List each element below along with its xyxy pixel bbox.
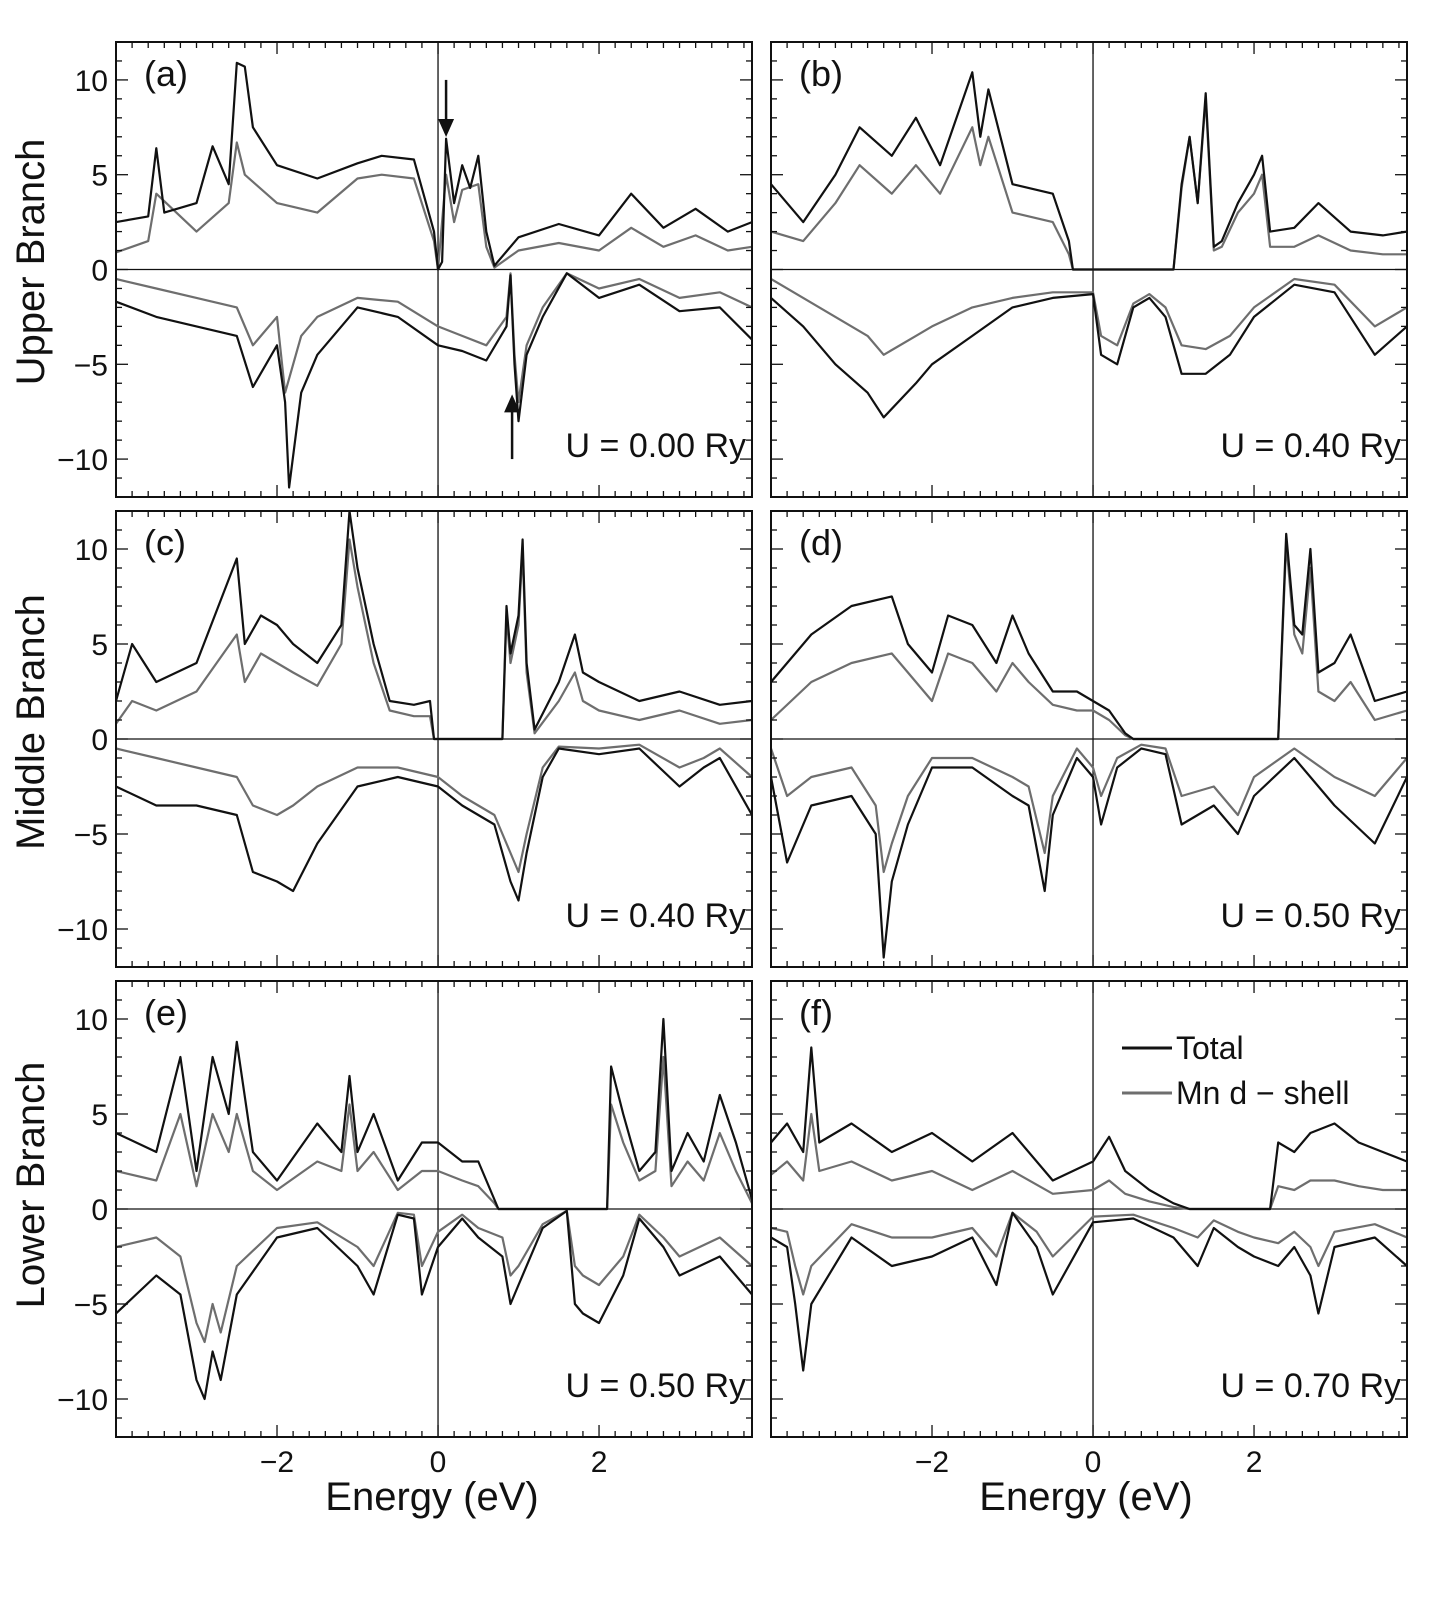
mnd-up-line-f (771, 1112, 1407, 1211)
mnd-down-line-b (771, 277, 1407, 356)
total-down-line-a (116, 272, 752, 489)
y-tick-label: −10 (57, 914, 108, 947)
panel-f: −2 0 2 (f) U = 0.70 Ry (770, 980, 1408, 1479)
total-down-line-f (771, 1211, 1407, 1372)
panel-letter-e: (e) (144, 992, 188, 1033)
row-title-middle: Middle Branch (9, 594, 53, 850)
y-tick-label: 5 (91, 1099, 108, 1132)
y-tick-label: 10 (75, 534, 108, 567)
mnd-up-line-e (116, 1055, 752, 1211)
panel-c: 10 5 0 −5 −10 (c) U = 0.40 Ry (57, 510, 753, 968)
y-tick-label: 5 (91, 160, 108, 193)
x-tick-label: −2 (260, 1446, 294, 1479)
arrow-annotation-up (504, 394, 521, 460)
total-up-line-d (771, 532, 1407, 741)
x-axis-title-right: Energy (eV) (979, 1475, 1192, 1519)
panel-letter-a: (a) (144, 53, 188, 94)
x-tick-label: 0 (430, 1446, 447, 1479)
u-value-label-a: U = 0.00 Ry (566, 427, 746, 465)
y-tick-label: 10 (75, 1004, 108, 1037)
y-tick-label: −5 (74, 1289, 108, 1322)
total-down-line-d (771, 747, 1407, 959)
panel-e: 10 5 0 −5 −10 −2 0 2 (e) U = 0.50 Ry (57, 980, 753, 1479)
total-up-line-a (116, 61, 752, 271)
x-tick-label: −2 (915, 1446, 949, 1479)
panel-letter-d: (d) (799, 522, 843, 563)
panel-a: 10 5 0 −5 −10 (a) U = 0.00 Ry (57, 41, 753, 498)
arrow-annotation-down (438, 79, 455, 137)
y-tick-label: 10 (75, 65, 108, 98)
mnd-down-line-f (771, 1211, 1407, 1296)
y-tick-label: 5 (91, 629, 108, 662)
series-group-c (116, 511, 752, 902)
row-title-lower: Lower Branch (9, 1062, 53, 1309)
x-tick-label: 2 (591, 1446, 608, 1479)
u-value-label-f: U = 0.70 Ry (1221, 1367, 1401, 1405)
mnd-up-line-b (771, 97, 1407, 271)
u-value-label-e: U = 0.50 Ry (566, 1367, 746, 1405)
mnd-up-line-d (771, 542, 1407, 741)
total-down-line-c (116, 747, 752, 902)
series-group-a (116, 61, 752, 489)
panel-d: (d) U = 0.50 Ry (770, 510, 1408, 968)
mnd-down-line-c (116, 743, 752, 874)
u-value-label-d: U = 0.50 Ry (1221, 897, 1401, 935)
total-up-line-b (771, 71, 1407, 271)
u-value-label-c: U = 0.40 Ry (566, 897, 746, 935)
panel-letter-c: (c) (144, 522, 186, 563)
y-tick-label: −5 (74, 819, 108, 852)
x-axis-title-left: Energy (eV) (325, 1475, 538, 1519)
y-tick-label: −5 (74, 349, 108, 382)
legend: Total Mn d − shell (1122, 1030, 1349, 1111)
mnd-down-line-a (116, 272, 752, 404)
total-down-line-e (116, 1209, 752, 1401)
legend-label-mnd: Mn d − shell (1176, 1075, 1349, 1111)
mnd-up-line-c (116, 538, 752, 741)
y-tick-label: −10 (57, 444, 108, 477)
u-value-label-b: U = 0.40 Ry (1221, 427, 1401, 465)
x-tick-label: 2 (1246, 1446, 1263, 1479)
total-up-line-c (116, 511, 752, 741)
panels-group: 10 5 0 −5 −10 (a) U = 0.00 Ry (b) U = 0.40 Ry 10 5… (57, 41, 1408, 1479)
total-up-line-e (116, 1017, 752, 1211)
row-title-upper: Upper Branch (9, 139, 53, 386)
total-down-line-b (771, 283, 1407, 419)
mnd-down-line-e (116, 1209, 752, 1344)
series-group-d (771, 532, 1407, 959)
x-tick-label: 0 (1085, 1446, 1102, 1479)
panel-b: (b) U = 0.40 Ry (770, 41, 1408, 498)
legend-label-total: Total (1176, 1030, 1244, 1066)
arrow-head (504, 394, 521, 413)
panel-letter-b: (b) (799, 53, 843, 94)
arrow-head (438, 119, 455, 137)
series-group-b (771, 71, 1407, 419)
panel-letter-f: (f) (799, 992, 833, 1033)
y-tick-label: −10 (57, 1384, 108, 1417)
mnd-down-line-d (771, 743, 1407, 874)
y-tick-label: 0 (91, 724, 108, 757)
series-group-e (116, 1017, 752, 1401)
y-tick-label: 0 (91, 1194, 108, 1227)
mnd-up-line-a (116, 141, 752, 271)
total-up-line-f (771, 1046, 1407, 1211)
series-group-f (771, 1046, 1407, 1372)
y-tick-label: 0 (91, 255, 108, 288)
